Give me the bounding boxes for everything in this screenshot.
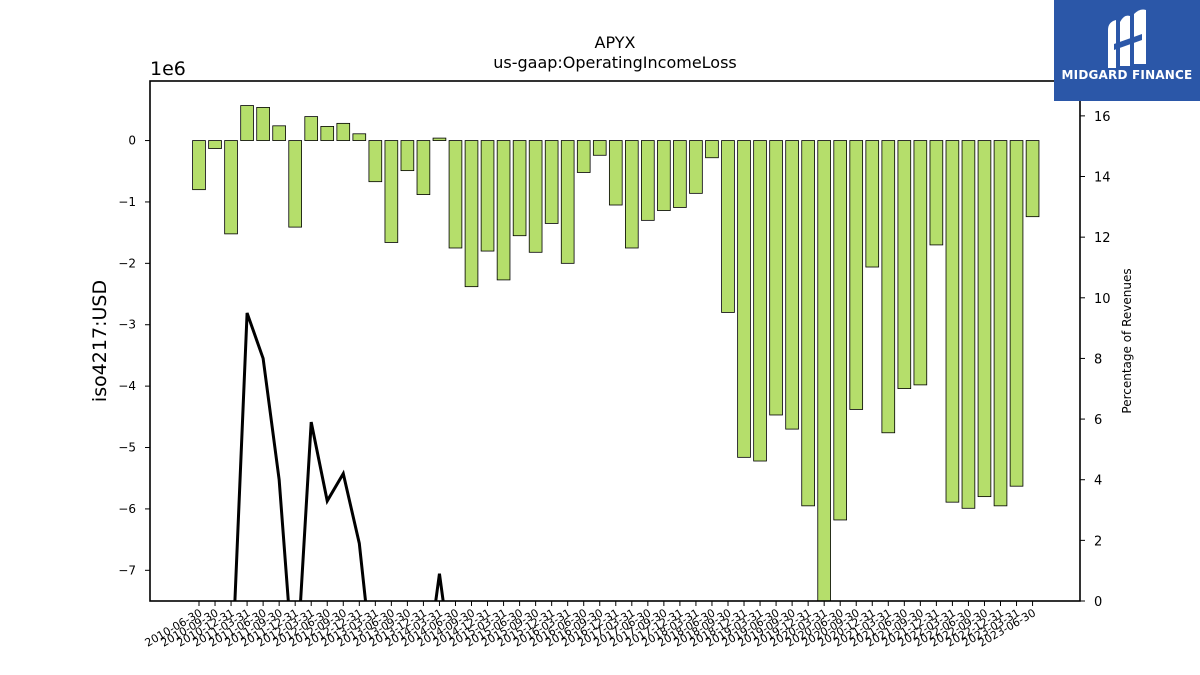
bar — [977, 140, 992, 498]
y-tick-label: −3 — [118, 318, 136, 332]
bar — [304, 116, 319, 141]
y2-tick-label: 14 — [1094, 171, 1111, 186]
bar — [192, 140, 206, 191]
bar — [657, 140, 671, 211]
bar — [625, 140, 639, 249]
y2-tick-label: 0 — [1094, 595, 1102, 610]
y2-axis-label: Percentage of Revenues — [1120, 268, 1134, 413]
bar — [993, 140, 1008, 507]
bar — [817, 140, 831, 601]
brand-logo-icon — [1108, 9, 1146, 68]
y-multiplier-label: 1e6 — [150, 58, 186, 80]
y2-tick-label: 2 — [1094, 534, 1102, 549]
bar — [544, 140, 559, 224]
brand-name: MIDGARD FINANCE — [1061, 68, 1193, 82]
bar — [833, 140, 847, 521]
bar — [689, 140, 703, 194]
bar — [448, 140, 463, 249]
bar — [785, 140, 799, 430]
chart-title: APYX — [595, 33, 636, 52]
bar — [913, 140, 928, 386]
y2-tick-label: 4 — [1094, 474, 1102, 489]
bar — [480, 140, 495, 252]
y-tick-label: −2 — [118, 256, 136, 270]
bar — [769, 140, 783, 416]
bar — [528, 140, 543, 253]
bar — [512, 140, 527, 237]
y-tick-label: −5 — [118, 441, 136, 455]
y2-tick-label: 10 — [1094, 292, 1111, 307]
bar — [849, 140, 864, 410]
bar — [865, 140, 880, 268]
bar — [961, 140, 976, 509]
bar — [368, 140, 383, 183]
bar — [737, 140, 751, 458]
y-tick-label: 0 — [128, 134, 136, 148]
bar — [1009, 140, 1024, 487]
bar — [801, 140, 815, 507]
bar — [641, 140, 655, 221]
percentage-line — [233, 312, 445, 601]
bar — [416, 140, 431, 195]
bar — [272, 125, 286, 141]
bar — [753, 140, 767, 462]
bar — [208, 140, 222, 149]
bar — [320, 126, 335, 141]
y-tick-label: −4 — [118, 379, 136, 393]
bar — [224, 140, 238, 235]
bar — [464, 140, 479, 288]
bar — [432, 137, 447, 141]
chart-subtitle: us-gaap:OperatingIncomeLoss — [493, 53, 737, 72]
bar — [352, 133, 367, 141]
bar — [897, 140, 912, 389]
y-tick-label: −7 — [118, 563, 136, 577]
y2-tick-label: 12 — [1094, 231, 1111, 246]
bar — [929, 140, 944, 246]
bar — [288, 140, 302, 228]
bar — [705, 140, 719, 159]
bar — [721, 140, 735, 313]
bar — [576, 140, 591, 173]
y-tick-label: −1 — [118, 195, 136, 209]
y-tick-label: −6 — [118, 502, 136, 516]
bar — [384, 140, 399, 243]
bar — [673, 140, 687, 208]
brand-logo: MIDGARD FINANCE — [1054, 0, 1200, 101]
bar — [1025, 140, 1040, 218]
bar — [560, 140, 575, 264]
bar — [608, 140, 623, 206]
bar — [592, 140, 607, 156]
y2-tick-label: 16 — [1094, 110, 1111, 125]
bar — [336, 122, 351, 141]
bar — [256, 107, 270, 141]
y-axis-label: iso4217:USD — [89, 280, 111, 402]
bar — [400, 140, 415, 172]
bar — [945, 140, 960, 503]
bar — [881, 140, 896, 434]
y2-tick-label: 6 — [1094, 413, 1102, 428]
bar — [240, 105, 254, 141]
bar — [496, 140, 511, 281]
plot-frame — [149, 80, 1081, 602]
y2-tick-label: 8 — [1094, 352, 1102, 367]
